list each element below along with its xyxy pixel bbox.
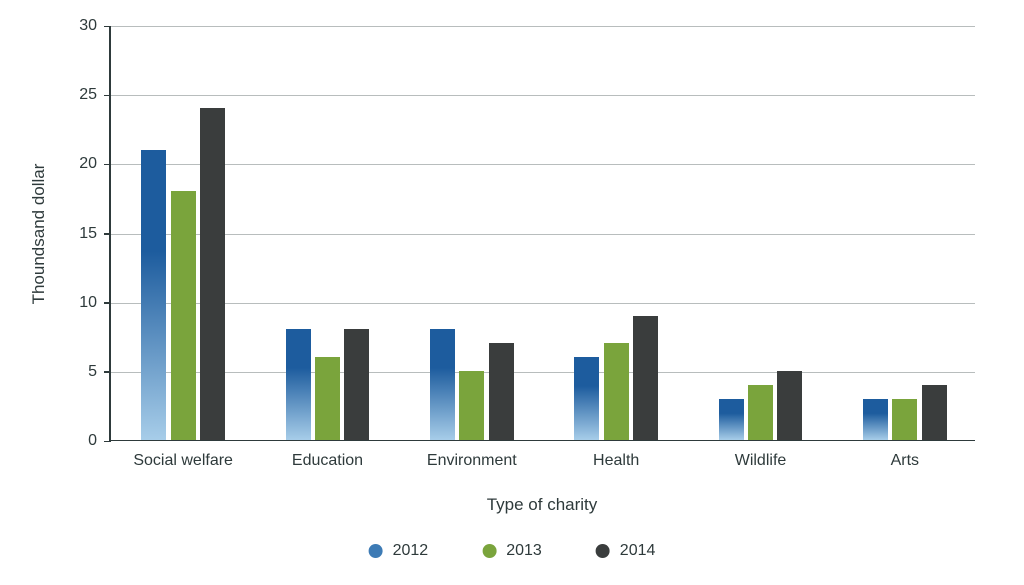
y-tick-label: 20 bbox=[79, 155, 111, 173]
legend: 2012 2013 2014 bbox=[369, 542, 656, 560]
y-tick-label: 15 bbox=[79, 225, 111, 243]
x-tick-label: Environment bbox=[427, 440, 517, 470]
bar bbox=[892, 399, 917, 441]
bar bbox=[200, 108, 225, 440]
bar bbox=[748, 385, 773, 440]
legend-label: 2014 bbox=[620, 542, 656, 560]
bar bbox=[459, 371, 484, 440]
bar bbox=[489, 343, 514, 440]
legend-item: 2014 bbox=[596, 542, 656, 560]
legend-swatch bbox=[369, 544, 383, 558]
y-tick-label: 30 bbox=[79, 17, 111, 35]
bar bbox=[141, 150, 166, 441]
bar bbox=[574, 357, 599, 440]
bar bbox=[863, 399, 888, 441]
grid-line bbox=[111, 164, 975, 165]
y-axis-label: Thoundsand dollar bbox=[29, 163, 49, 304]
legend-label: 2013 bbox=[506, 542, 542, 560]
bar bbox=[315, 357, 340, 440]
x-tick-label: Arts bbox=[891, 440, 919, 470]
grid-line bbox=[111, 303, 975, 304]
bar bbox=[922, 385, 947, 440]
plot-area: 051015202530Social welfareEducationEnvir… bbox=[109, 26, 975, 441]
x-tick-label: Social welfare bbox=[133, 440, 233, 470]
bar bbox=[286, 329, 311, 440]
y-tick-label: 5 bbox=[88, 363, 111, 381]
bar bbox=[430, 329, 455, 440]
bar bbox=[344, 329, 369, 440]
grid-line bbox=[111, 234, 975, 235]
legend-swatch bbox=[596, 544, 610, 558]
grid-line bbox=[111, 95, 975, 96]
chart-container: 0 5 10 15 20 25 30 Social welfare Education Envir… bbox=[0, 0, 1024, 585]
legend-item: 2012 bbox=[369, 542, 429, 560]
bar bbox=[777, 371, 802, 440]
legend-label: 2012 bbox=[393, 542, 429, 560]
x-axis-label: Type of charity bbox=[487, 495, 598, 515]
legend-item: 2013 bbox=[482, 542, 542, 560]
bar bbox=[171, 191, 196, 440]
bar bbox=[633, 316, 658, 441]
y-tick-label: 10 bbox=[79, 294, 111, 312]
grid-line bbox=[111, 26, 975, 27]
x-tick-label: Education bbox=[292, 440, 363, 470]
bar bbox=[604, 343, 629, 440]
y-tick-label: 0 bbox=[88, 432, 111, 450]
y-tick-label: 25 bbox=[79, 86, 111, 104]
legend-swatch bbox=[482, 544, 496, 558]
grid-line bbox=[111, 372, 975, 373]
x-tick-label: Wildlife bbox=[735, 440, 787, 470]
bar bbox=[719, 399, 744, 441]
x-tick-label: Health bbox=[593, 440, 639, 470]
